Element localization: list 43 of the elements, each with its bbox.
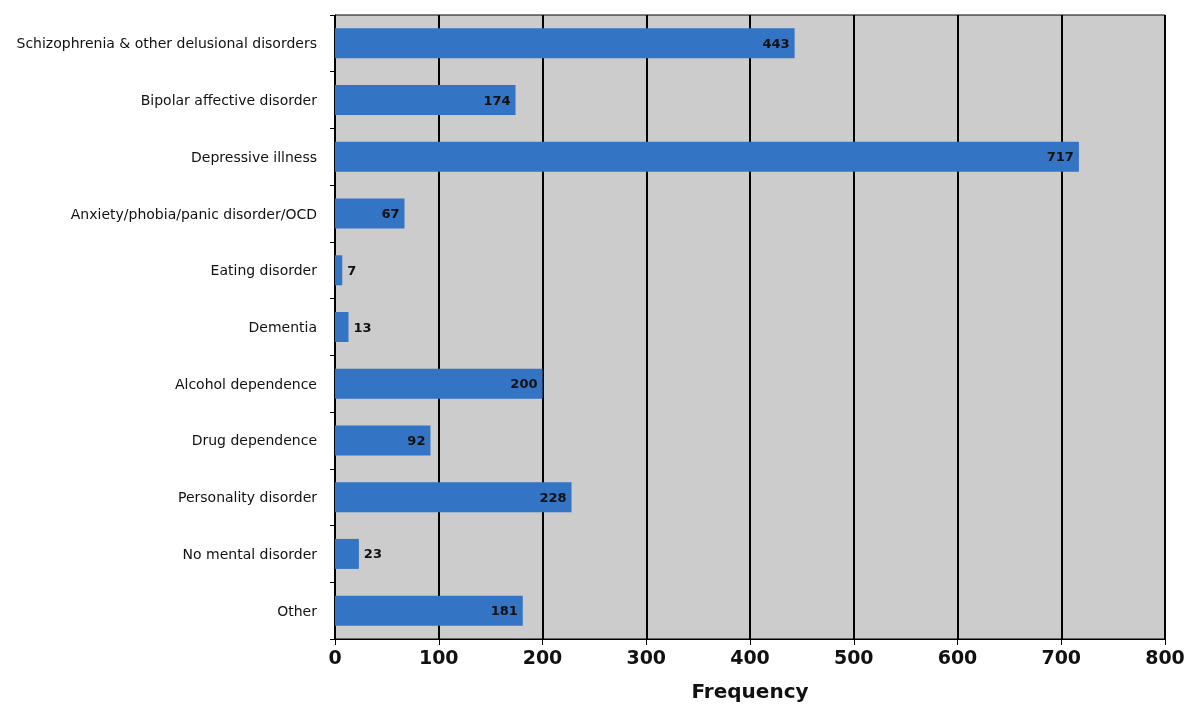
- y-tick-label: Bipolar affective disorder: [140, 92, 318, 109]
- data-label: 717: [1046, 149, 1074, 165]
- y-tick-label: Dementia: [248, 319, 317, 335]
- y-tick-label: Eating disorder: [210, 262, 318, 279]
- y-tick-label: Alcohol dependence: [174, 375, 317, 392]
- data-label: 13: [353, 319, 372, 335]
- x-tick-label: 600: [937, 645, 978, 668]
- bar: [335, 538, 359, 569]
- y-tick-label: Depressive illness: [191, 148, 317, 165]
- bar: [335, 255, 343, 286]
- x-tick-label: 300: [626, 645, 667, 668]
- y-tick-label: Other: [277, 602, 318, 619]
- y-tick-label: No mental disorder: [182, 545, 318, 562]
- bar: [335, 482, 572, 513]
- y-tick-label: Anxiety/phobia/panic disorder/OCD: [70, 205, 317, 222]
- data-label: 67: [381, 206, 400, 222]
- data-label: 200: [510, 376, 538, 392]
- data-label: 23: [363, 546, 382, 562]
- bar: [335, 595, 523, 626]
- y-tick-label: Personality disorder: [177, 489, 318, 506]
- bar: [335, 312, 349, 342]
- x-tick-label: 200: [522, 645, 563, 668]
- data-label: 7: [347, 262, 357, 278]
- data-label: 443: [762, 35, 790, 51]
- data-label: 92: [407, 432, 426, 448]
- y-tick-label: Drug dependence: [191, 432, 317, 449]
- x-axis-title: Frequency: [691, 679, 809, 703]
- data-label: 181: [490, 603, 518, 619]
- y-tick-label: Schizophrenia & other delusional disorders: [16, 35, 317, 52]
- bar: [335, 198, 405, 229]
- x-tick-label: 800: [1145, 645, 1185, 668]
- x-tick-label: 0: [328, 645, 342, 668]
- x-tick-label: 400: [730, 645, 770, 668]
- bar: [335, 28, 795, 59]
- x-tick-label: 100: [418, 645, 459, 668]
- data-label: 228: [539, 489, 567, 505]
- bar: [335, 368, 543, 399]
- x-tick-label: 700: [1041, 645, 1082, 668]
- x-tick-label: 500: [833, 645, 874, 668]
- bar: [335, 141, 1079, 172]
- bar: [335, 425, 431, 456]
- bar: [335, 85, 516, 116]
- data-label: 174: [483, 92, 511, 108]
